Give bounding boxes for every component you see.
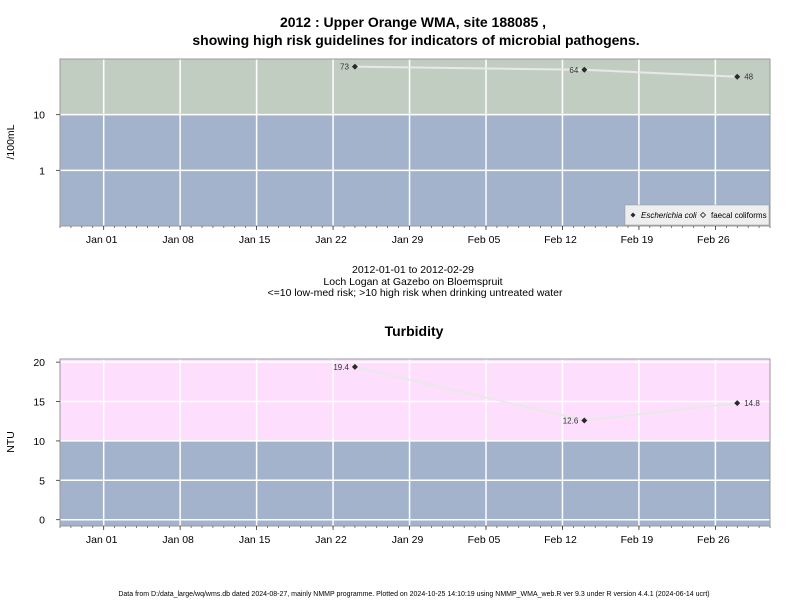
- y-tick-label: 20: [33, 357, 45, 369]
- y-tick-label: 10: [33, 110, 45, 122]
- grid-lines: [60, 359, 770, 526]
- x-tick-label: Feb 05: [468, 534, 501, 546]
- ecoli-panel: Jan 01 Jan 08 Jan 15 Jan 22 Jan 29 Feb 05 Feb …: [5, 58, 771, 246]
- y-tick-label: 15: [33, 397, 45, 409]
- series-escherichia-coli: 73 64 48: [340, 63, 754, 82]
- x-tick-label: Jan 22: [315, 234, 347, 246]
- y-axis-label: NTU: [5, 431, 17, 453]
- x-tick-label: Jan 08: [162, 234, 194, 246]
- x-tick-label: Jan 01: [86, 534, 118, 546]
- legend: Escherichia coli faecal coliforms: [624, 204, 770, 226]
- legend-entry-faecal: faecal coliforms: [711, 211, 767, 220]
- x-tick-label: Feb 26: [697, 234, 730, 246]
- turbidity-panel: Jan 01 Jan 08 Jan 15 Jan 22 Jan 29 Feb 05 Feb …: [5, 357, 771, 546]
- data-label: 14.8: [744, 399, 760, 408]
- x-tick-label: Feb 19: [621, 234, 654, 246]
- x-tick-label: Jan 01: [86, 234, 118, 246]
- x-tick-label: Feb 05: [468, 234, 501, 246]
- low-risk-band: [60, 440, 770, 526]
- y-axis: 1 10: [33, 110, 60, 177]
- y-axis: 0 5 10 15 20: [33, 357, 60, 527]
- data-point: [734, 73, 741, 80]
- turbidity-title: Turbidity: [385, 323, 444, 339]
- data-label: 19.4: [333, 363, 349, 372]
- data-point: [581, 417, 588, 424]
- legend-marker-ecoli: [630, 212, 636, 218]
- grid-lines: [60, 59, 770, 226]
- x-axis: Jan 01 Jan 08 Jan 15 Jan 22 Jan 29 Feb 05 Feb …: [59, 226, 771, 246]
- data-label: 64: [569, 66, 578, 75]
- data-label: 73: [340, 63, 349, 72]
- data-point: [351, 63, 358, 70]
- y-tick-label: 0: [39, 515, 45, 527]
- data-point: [351, 363, 358, 370]
- data-label: 12.6: [563, 416, 579, 425]
- plot-frame: [59, 58, 771, 227]
- x-tick-label: Jan 22: [315, 534, 347, 546]
- site-name: Loch Logan at Gazebo on Bloemspruit: [323, 276, 502, 288]
- plot-frame: [59, 358, 771, 527]
- x-tick-label: Feb 12: [544, 234, 577, 246]
- x-tick-label: Jan 29: [392, 534, 424, 546]
- x-tick-label: Jan 29: [392, 234, 424, 246]
- date-range: 2012-01-01 to 2012-02-29: [352, 264, 474, 276]
- legend-marker-faecal: [699, 211, 707, 219]
- footer-note: Data from D:/data_large/wq/wms.db dated …: [118, 591, 709, 598]
- x-tick-label: Jan 15: [239, 234, 271, 246]
- y-tick-label: 10: [33, 436, 45, 448]
- x-tick-label: Feb 12: [544, 534, 577, 546]
- x-tick-label: Feb 19: [621, 534, 654, 546]
- y-tick-label: 1: [39, 165, 45, 177]
- legend-entry-ecoli: Escherichia coli: [641, 211, 697, 220]
- legend-box: [624, 204, 770, 226]
- risk-note: <=10 low-med risk; >10 high risk when dr…: [267, 287, 563, 299]
- data-label: 48: [744, 73, 753, 82]
- high-risk-band: [60, 359, 770, 441]
- x-tick-label: Feb 26: [697, 534, 730, 546]
- data-point: [581, 66, 588, 73]
- data-point: [734, 400, 741, 407]
- series-turbidity: 19.4 12.6 14.8: [333, 363, 760, 426]
- chart-title-line2: showing high risk guidelines for indicat…: [192, 32, 639, 48]
- y-tick-label: 5: [39, 475, 45, 487]
- x-tick-label: Jan 08: [162, 534, 194, 546]
- y-axis-label: /100mL: [5, 124, 17, 159]
- x-tick-label: Jan 15: [239, 534, 271, 546]
- chart-title-line1: 2012 : Upper Orange WMA, site 188085 ,: [280, 14, 546, 30]
- x-axis: Jan 01 Jan 08 Jan 15 Jan 22 Jan 29 Feb 05 Feb …: [59, 526, 771, 546]
